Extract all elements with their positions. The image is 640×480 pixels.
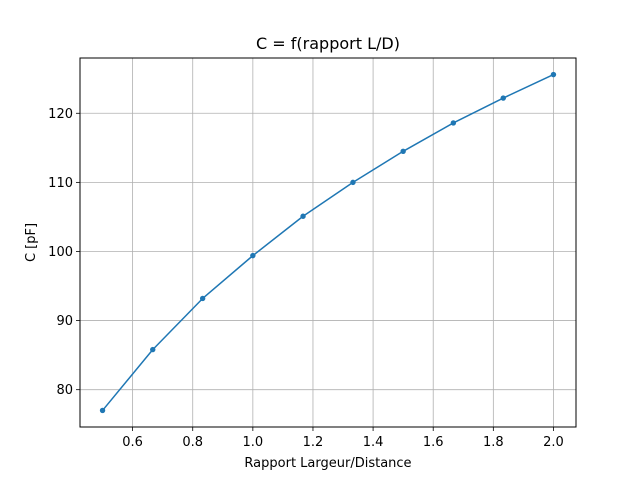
x-axis-label: Rapport Largeur/Distance [244,456,411,471]
y-tick-label: 80 [56,383,73,398]
x-tick-label: 2.0 [543,435,564,450]
grid [80,58,576,427]
y-tick-label: 110 [48,176,73,191]
x-tick-label: 1.2 [303,435,324,450]
data-point [250,252,256,259]
chart-title: C = f(rapport L/D) [256,34,400,53]
y-tick-label: 100 [48,245,73,260]
data-point [300,213,306,219]
series-layer [99,71,557,414]
y-tick-label: 90 [56,314,73,329]
data-point [150,346,156,353]
data-point [450,120,457,126]
data-point [199,295,206,302]
plot-frame [79,57,577,428]
x-axis-ticks: 0.6 0.8 1.0 1.2 1.4 1.6 1.8 2.0 [122,427,564,450]
x-tick-label: 1.6 [423,435,444,450]
y-axis-label: C [pF] [24,223,39,262]
y-axis-ticks: 80 90 100 110 120 [48,107,80,398]
data-point [350,179,356,186]
x-tick-label: 0.8 [182,435,203,450]
x-tick-label: 1.4 [363,435,384,450]
series-line [101,73,554,411]
data-point [99,407,106,414]
y-tick-label: 120 [48,107,73,122]
x-tick-label: 1.0 [243,435,264,450]
data-point [550,71,557,78]
data-point [500,95,506,101]
x-tick-label: 0.6 [122,435,143,450]
x-tick-label: 1.8 [483,435,504,450]
data-point [400,148,406,154]
